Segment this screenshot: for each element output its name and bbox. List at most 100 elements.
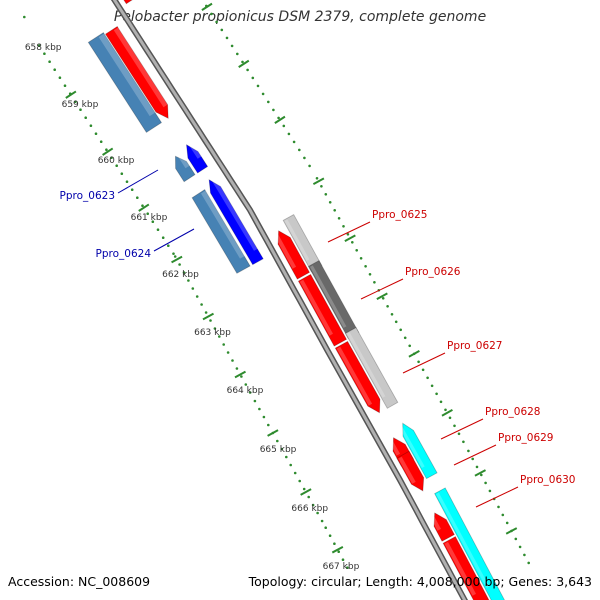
scale-tick — [138, 203, 150, 212]
tick-dot — [235, 367, 239, 370]
cds-feature-cyan-shine — [398, 425, 425, 468]
tick-dot — [251, 76, 255, 80]
cds-feature-steelblue-shine — [201, 190, 246, 259]
scale-tick — [300, 488, 312, 496]
cds-feature-cyan-body — [402, 422, 438, 480]
scale-tick-marks — [65, 2, 518, 554]
gene-leader-line — [453, 444, 497, 466]
tick-dot — [151, 220, 155, 223]
tick-dot — [386, 305, 389, 308]
cds-feature-lightgray — [282, 214, 323, 272]
tick-dot — [262, 415, 266, 419]
tick-dot — [421, 368, 425, 372]
tick-dot — [355, 249, 359, 252]
tick-dot — [23, 15, 26, 19]
cds-feature-red-shine — [398, 456, 416, 484]
tick-dot — [303, 156, 306, 160]
tick-dot — [187, 279, 190, 282]
tick-dot — [298, 479, 302, 483]
gene-label: Ppro_0627 — [447, 340, 502, 352]
cds-feature-red-shine — [336, 346, 373, 406]
tick-dot — [514, 537, 518, 541]
tick-dot — [161, 236, 165, 239]
genome-backbone — [110, 0, 469, 600]
tick-dot — [430, 384, 434, 388]
cds-feature-red-body — [123, 0, 133, 5]
gene-leader-line — [153, 228, 195, 252]
tick-dot — [408, 344, 412, 348]
tick-dot — [341, 558, 345, 561]
tick-dot — [191, 287, 195, 290]
genome-title: Pelobacter propionicus DSM 2379, complet… — [113, 9, 487, 25]
tick-dot — [136, 196, 139, 199]
tick-dot — [141, 204, 144, 207]
gene-leader-line — [360, 278, 404, 300]
scale-tick — [201, 2, 213, 11]
tick-dot — [475, 465, 479, 469]
tick-dot — [110, 156, 113, 159]
tick-dot — [293, 471, 297, 475]
tick-dot — [399, 328, 403, 332]
scale-tick-label: 661 kbp — [131, 213, 168, 223]
tick-dot — [462, 440, 465, 444]
cds-feature-red — [104, 25, 169, 119]
tick-dot — [277, 116, 280, 120]
cds-feature-blue-body — [186, 144, 209, 174]
tick-dot — [89, 124, 93, 127]
tick-dot — [125, 180, 129, 183]
cds-feature-red-shine — [430, 514, 441, 531]
tick-dot — [497, 505, 500, 509]
tick-dot — [130, 188, 134, 191]
tick-dot — [311, 503, 315, 507]
tick-dot — [63, 84, 67, 87]
scale-tick — [65, 90, 77, 99]
tick-dot — [505, 521, 509, 525]
scale-tick — [344, 234, 356, 243]
tick-dot — [272, 108, 275, 112]
tick-dot — [105, 148, 108, 151]
tick-dot — [308, 164, 311, 168]
tick-dot — [244, 383, 248, 386]
scale-tick — [312, 177, 325, 186]
cds-feature-darkgray-body — [307, 260, 360, 339]
tick-dot — [501, 513, 505, 517]
tick-dot — [307, 495, 311, 499]
tick-dot — [258, 407, 261, 411]
tick-dot — [518, 545, 522, 549]
scale-tick — [441, 409, 453, 417]
cds-feature-lightgray — [344, 327, 399, 409]
cds-feature-red-shine — [273, 232, 297, 269]
tick-dot — [439, 400, 443, 404]
tick-dot — [527, 561, 530, 565]
tick-dot — [337, 550, 341, 553]
cds-feature-cyan-shine — [436, 492, 490, 589]
tick-dot — [390, 313, 394, 316]
tick-dot — [182, 271, 186, 274]
cds-feature-red — [273, 230, 311, 280]
tick-dot — [231, 359, 234, 362]
tick-dot — [435, 392, 438, 396]
scale-tick-label: 664 kbp — [227, 386, 264, 396]
tick-dot — [218, 335, 221, 338]
scale-tick-label: 660 kbp — [98, 156, 135, 166]
tick-dot — [523, 553, 526, 557]
scale-tick — [234, 370, 246, 379]
scale-tick — [202, 312, 214, 321]
tick-dot — [471, 457, 475, 461]
cds-feature-red-shine — [113, 27, 169, 108]
tick-dot — [320, 185, 323, 188]
gene-leader-line — [402, 352, 446, 374]
scale-tick — [102, 147, 114, 156]
tick-dot — [324, 193, 328, 196]
tick-dot — [167, 244, 170, 247]
tick-dot — [453, 424, 456, 428]
tick-dot — [484, 481, 487, 485]
scale-tick-label: 665 kbp — [260, 445, 297, 455]
genome-summary-text: Topology: circular; Length: 4,008,000 bp… — [248, 574, 592, 589]
cds-feature-lightgray-body — [344, 327, 399, 409]
tick-dot — [195, 295, 199, 298]
gene-leader-line — [327, 221, 371, 243]
scale-tick-label: 658 kbp — [25, 43, 62, 53]
tick-dot — [328, 534, 332, 537]
tick-dot — [43, 52, 46, 55]
